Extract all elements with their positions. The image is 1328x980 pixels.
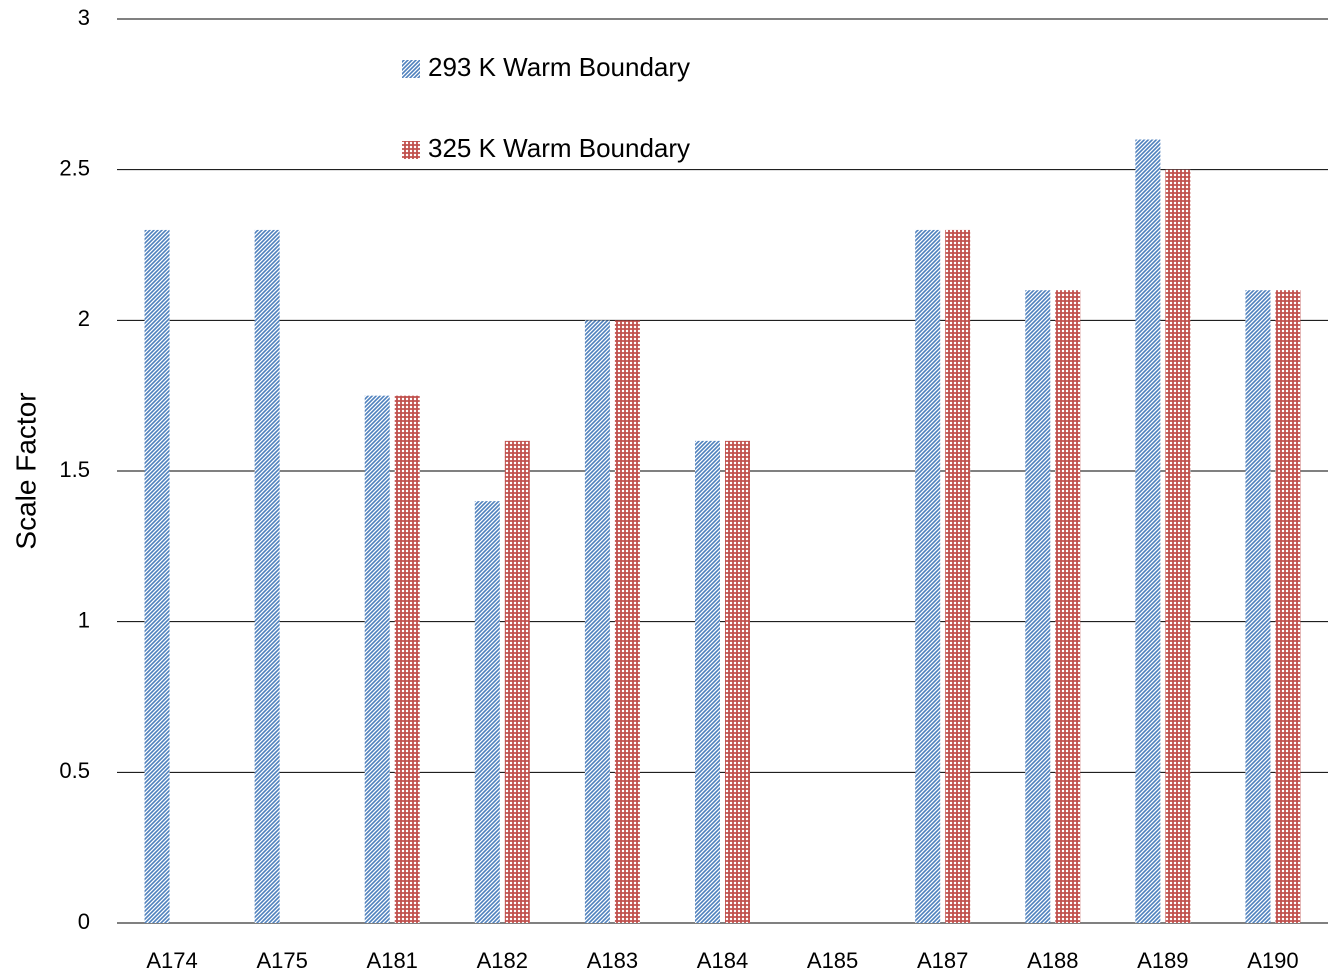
x-tick-label: A174 bbox=[146, 948, 197, 973]
bar bbox=[504, 440, 530, 923]
x-tick-label: A184 bbox=[697, 948, 748, 973]
bar bbox=[945, 229, 971, 923]
y-tick-label: 3 bbox=[78, 5, 90, 30]
x-tick-label: A185 bbox=[807, 948, 858, 973]
bar bbox=[1055, 290, 1081, 923]
bar bbox=[394, 395, 420, 924]
legend-swatch bbox=[402, 60, 420, 78]
legend-swatch bbox=[402, 141, 420, 159]
bar bbox=[254, 229, 280, 923]
x-tick-label: A181 bbox=[367, 948, 418, 973]
x-tick-label: A188 bbox=[1027, 948, 1078, 973]
bar bbox=[144, 229, 170, 923]
y-tick-label: 1.5 bbox=[59, 457, 90, 482]
bar bbox=[584, 320, 610, 923]
y-tick-label: 0 bbox=[78, 909, 90, 934]
legend-label: 293 K Warm Boundary bbox=[428, 52, 690, 82]
y-tick-label: 2 bbox=[78, 306, 90, 331]
bar bbox=[725, 440, 750, 923]
y-tick-label: 0.5 bbox=[59, 758, 90, 783]
bar bbox=[695, 440, 720, 923]
y-tick-label: 1 bbox=[78, 607, 90, 632]
y-tick-label: 2.5 bbox=[59, 155, 90, 180]
legend-label: 325 K Warm Boundary bbox=[428, 133, 690, 163]
bar bbox=[915, 229, 941, 923]
bar bbox=[1025, 290, 1051, 923]
bar bbox=[1275, 290, 1301, 923]
x-tick-label: A189 bbox=[1137, 948, 1188, 973]
bar bbox=[1135, 139, 1161, 924]
y-axis-label: Scale Factor bbox=[10, 392, 41, 549]
x-tick-label: A190 bbox=[1247, 948, 1298, 973]
x-tick-label: A187 bbox=[917, 948, 968, 973]
bar bbox=[474, 501, 500, 923]
x-tick-label: A175 bbox=[256, 948, 307, 973]
bar bbox=[1165, 169, 1191, 923]
x-tick-label: A183 bbox=[587, 948, 638, 973]
x-tick-label: A182 bbox=[477, 948, 528, 973]
bar bbox=[364, 395, 390, 924]
bar bbox=[614, 320, 640, 923]
bar bbox=[1245, 290, 1271, 923]
